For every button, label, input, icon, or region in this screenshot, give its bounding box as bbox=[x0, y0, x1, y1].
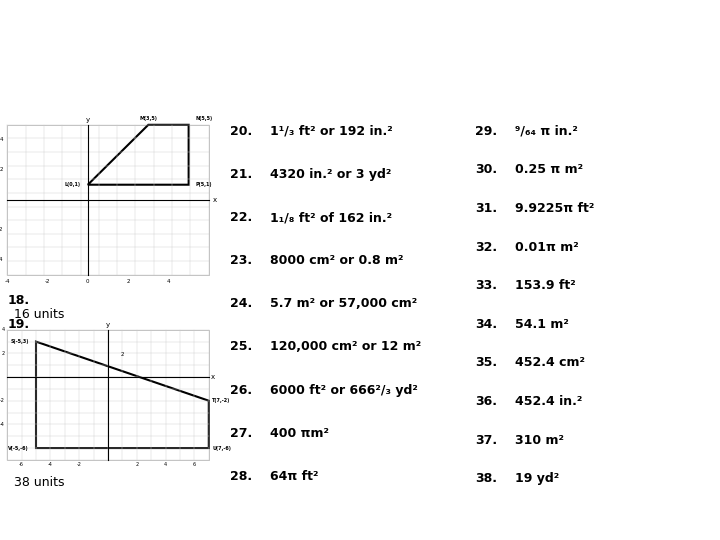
Text: 2: 2 bbox=[135, 462, 138, 467]
Text: PAGE: PAGE bbox=[646, 498, 679, 509]
Text: 28.: 28. bbox=[230, 470, 253, 483]
Text: ►: ► bbox=[680, 509, 695, 528]
Text: 54.1 m²: 54.1 m² bbox=[515, 318, 569, 330]
Bar bbox=[7, 125, 209, 275]
Text: 1¹/₃ ft² or 192 in.²: 1¹/₃ ft² or 192 in.² bbox=[270, 125, 392, 138]
Bar bbox=[7, 330, 209, 460]
Text: 0.25 π m²: 0.25 π m² bbox=[515, 164, 583, 177]
Text: 452.4 cm²: 452.4 cm² bbox=[515, 356, 585, 369]
Text: 26.: 26. bbox=[230, 383, 253, 396]
Text: 32.: 32. bbox=[475, 240, 498, 254]
Text: 2: 2 bbox=[121, 353, 124, 357]
Text: 19 yd²: 19 yd² bbox=[515, 472, 559, 485]
Text: 19.: 19. bbox=[7, 318, 30, 331]
Text: 25.: 25. bbox=[230, 340, 253, 354]
Text: 4: 4 bbox=[0, 137, 4, 142]
Text: x: x bbox=[211, 374, 215, 380]
Text: S(-5,3): S(-5,3) bbox=[10, 339, 29, 344]
Text: U(7,-6): U(7,-6) bbox=[212, 446, 231, 450]
Text: -4: -4 bbox=[4, 279, 10, 284]
Text: -4: -4 bbox=[0, 257, 4, 262]
Text: x: x bbox=[212, 197, 217, 202]
Text: P(5,1): P(5,1) bbox=[196, 182, 212, 187]
Text: 0.01π m²: 0.01π m² bbox=[515, 240, 579, 254]
Text: 22.: 22. bbox=[230, 211, 253, 224]
Text: Prentice: Prentice bbox=[648, 35, 677, 42]
Text: 31.: 31. bbox=[475, 202, 498, 215]
Text: 33.: 33. bbox=[475, 279, 498, 292]
Text: ◄: ◄ bbox=[277, 509, 292, 528]
Text: 4320 in.² or 3 yd²: 4320 in.² or 3 yd² bbox=[270, 168, 392, 181]
Text: 6: 6 bbox=[193, 462, 196, 467]
Text: 2: 2 bbox=[0, 167, 4, 172]
Text: 21.: 21. bbox=[230, 168, 253, 181]
Text: 400 πm²: 400 πm² bbox=[270, 427, 329, 440]
Text: 38.: 38. bbox=[475, 472, 498, 485]
Text: 30.: 30. bbox=[475, 164, 498, 177]
Text: 24.: 24. bbox=[230, 298, 253, 310]
Text: 38 units: 38 units bbox=[14, 476, 65, 489]
Text: -4: -4 bbox=[0, 422, 5, 427]
Text: LESSON: LESSON bbox=[336, 498, 384, 509]
Text: 6000 ft² or 666²/₃ yd²: 6000 ft² or 666²/₃ yd² bbox=[270, 383, 418, 396]
Text: ►: ► bbox=[428, 509, 443, 528]
Text: -2: -2 bbox=[0, 227, 4, 232]
Text: 0: 0 bbox=[86, 279, 89, 284]
Text: 64π ft²: 64π ft² bbox=[270, 470, 318, 483]
Text: -2: -2 bbox=[77, 462, 81, 467]
Text: 29.: 29. bbox=[475, 125, 498, 138]
Text: 9.9225π ft²: 9.9225π ft² bbox=[515, 202, 594, 215]
Text: 8000 cm² or 0.8 m²: 8000 cm² or 0.8 m² bbox=[270, 254, 403, 267]
Text: 23.: 23. bbox=[230, 254, 253, 267]
Text: 27.: 27. bbox=[230, 427, 253, 440]
Text: 4: 4 bbox=[2, 327, 5, 332]
Text: 34.: 34. bbox=[475, 318, 498, 330]
Text: N(5,5): N(5,5) bbox=[196, 116, 213, 121]
Text: 37.: 37. bbox=[475, 434, 498, 447]
Text: L(0,1): L(0,1) bbox=[65, 182, 81, 187]
Text: 4: 4 bbox=[164, 462, 167, 467]
Text: -6: -6 bbox=[19, 462, 24, 467]
Text: 4: 4 bbox=[167, 279, 170, 284]
Text: MAIN MENU: MAIN MENU bbox=[21, 498, 94, 509]
Text: Student Edition Answers: Student Edition Answers bbox=[7, 76, 181, 89]
Text: -2: -2 bbox=[0, 398, 5, 403]
Text: 2: 2 bbox=[127, 279, 130, 284]
Text: 310 m²: 310 m² bbox=[515, 434, 564, 447]
Text: 18.: 18. bbox=[7, 294, 30, 307]
Text: GEOMETRY LESSON 1-7: GEOMETRY LESSON 1-7 bbox=[14, 51, 141, 60]
Text: Perimeter, Circumference, and Area: Perimeter, Circumference, and Area bbox=[14, 19, 464, 39]
Text: 120,000 cm² or 12 m²: 120,000 cm² or 12 m² bbox=[270, 340, 421, 354]
Text: 452.4 in.²: 452.4 in.² bbox=[515, 395, 582, 408]
Text: Hall: Hall bbox=[656, 51, 669, 58]
Text: T(7,-2): T(7,-2) bbox=[212, 398, 230, 403]
Text: 36.: 36. bbox=[475, 395, 498, 408]
Text: -2: -2 bbox=[45, 279, 50, 284]
Text: ▲: ▲ bbox=[48, 507, 67, 530]
Text: 2: 2 bbox=[2, 351, 5, 356]
Text: PEARSON: PEARSON bbox=[642, 15, 683, 23]
Text: 20.: 20. bbox=[230, 125, 253, 138]
Text: 1-7: 1-7 bbox=[343, 509, 377, 528]
Text: 5.7 m² or 57,000 cm²: 5.7 m² or 57,000 cm² bbox=[270, 298, 418, 310]
Text: M(3,5): M(3,5) bbox=[140, 116, 157, 121]
Text: y: y bbox=[106, 322, 110, 328]
Text: ⁹/₆₄ π in.²: ⁹/₆₄ π in.² bbox=[515, 125, 577, 138]
Text: y: y bbox=[86, 117, 90, 123]
Text: -4: -4 bbox=[48, 462, 53, 467]
Text: 35.: 35. bbox=[475, 356, 498, 369]
Text: 16 units: 16 units bbox=[14, 308, 65, 321]
Text: 1₁/₈ ft² of 162 in.²: 1₁/₈ ft² of 162 in.² bbox=[270, 211, 392, 224]
Text: 153.9 ft²: 153.9 ft² bbox=[515, 279, 575, 292]
Text: V(-5,-6): V(-5,-6) bbox=[8, 446, 29, 450]
Text: ◄: ◄ bbox=[630, 509, 644, 528]
